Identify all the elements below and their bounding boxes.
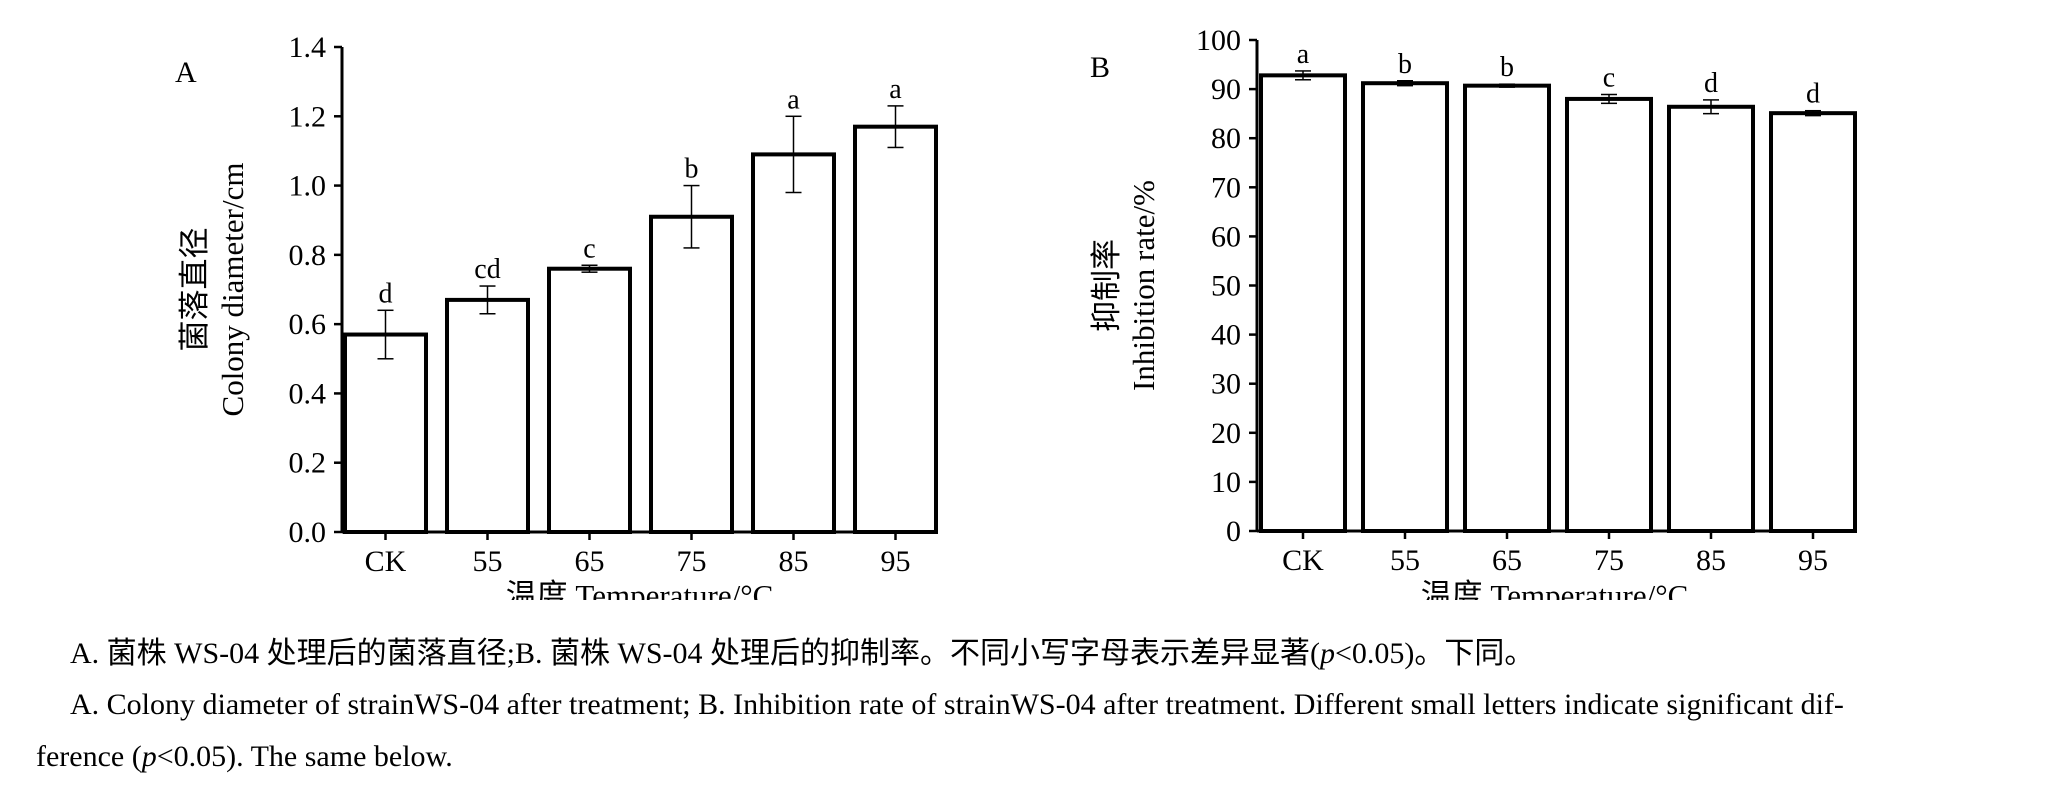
panel-a-bar-95 [853, 124, 938, 535]
panel-a-significance-letter: c [583, 233, 595, 264]
panel-a-y-tick-label: 0.0 [289, 516, 327, 549]
panel-b-y-tick-label: 10 [1211, 466, 1241, 499]
panel-b-bar-55 [1361, 81, 1449, 533]
panel-b-y-axis-label-en: Inhibition rate/% [1126, 180, 1161, 391]
panel-a-y-axis-label-cn: 菌落直径 [177, 228, 212, 352]
panel-b-x-tick-label: 55 [1390, 544, 1420, 577]
panel-b-x-tick-label: 75 [1594, 544, 1624, 577]
panel-b-bar-75 [1565, 96, 1653, 533]
panel-a-y-tick-label: 0.8 [289, 239, 327, 272]
panel-a-y-tick-label: 0.2 [289, 447, 327, 480]
caption-english-line-1: A. Colony diameter of strainWS-04 after … [0, 685, 2072, 725]
panel-a-significance-letter: a [889, 74, 902, 105]
panel-a-x-tick-label: CK [365, 545, 407, 578]
caption-english-text-2-post: <0.05). The same below. [156, 740, 453, 773]
panel-a-y-axis-label-en: Colony diameter/cm [215, 163, 250, 417]
panel-a-bar-65 [547, 266, 632, 534]
panel-b-label: B [1090, 51, 1110, 84]
panel-a-x-tick-label: 75 [677, 545, 707, 578]
panel-a-x-tick-label: 95 [881, 545, 911, 578]
caption-chinese-p-symbol: p [1319, 637, 1335, 670]
panel-b-significance-letter: c [1603, 63, 1615, 94]
panel-b-y-tick-label: 0 [1226, 515, 1241, 548]
panel-b-y-tick-label: 20 [1211, 417, 1241, 450]
panel-a-x-tick-label: 55 [473, 545, 503, 578]
panel-b-x-tick-label: 95 [1798, 544, 1828, 577]
panel-b-x-tick-label: 85 [1696, 544, 1726, 577]
panel-a-bar-ck [343, 332, 428, 534]
panel-b-y-tick-label: 90 [1211, 73, 1241, 106]
panel-b-x-tick-label: 65 [1492, 544, 1522, 577]
panel-a-x-tick-label: 85 [779, 545, 809, 578]
caption-english-text-1: A. Colony diameter of strainWS-04 after … [70, 688, 1844, 721]
panel-b-y-axis-label-cn: 抑制率 [1089, 239, 1124, 332]
panel-b-x-tick-label: CK [1282, 544, 1324, 577]
panel-a-y-tick-label: 0.6 [289, 308, 327, 341]
caption-english-text-2-pre: ference ( [36, 740, 142, 773]
panel-a-y-tick-label: 1.2 [289, 100, 327, 133]
panel-b-bar-65 [1463, 83, 1551, 534]
panel-a-y-tick-label: 0.4 [289, 377, 327, 410]
panel-a-y-tick-label: 1.4 [289, 31, 327, 64]
caption-english-line-2: ference (p<0.05). The same below. [0, 737, 2072, 777]
panel-b-significance-letter: b [1398, 49, 1412, 80]
caption-chinese: A. 菌株 WS-04 处理后的菌落直径;B. 菌株 WS-04 处理后的抑制率… [0, 634, 2072, 674]
panel-b-bar-85 [1667, 104, 1755, 533]
panel-a-x-axis-label: 温度 Temperature/°C [506, 578, 774, 600]
panel-a-bar-75 [649, 214, 734, 534]
panel-a-label: A [175, 56, 197, 89]
panel-a-significance-letter: a [787, 84, 800, 115]
caption-chinese-main: A. 菌株 WS-04 处理后的菌落直径;B. 菌株 WS-04 处理后的抑制率… [70, 637, 1320, 670]
panel-b-significance-letter: d [1806, 79, 1820, 110]
panel-b-y-tick-label: 60 [1211, 220, 1241, 253]
panel-b-y-tick-label: 50 [1211, 270, 1241, 303]
panel-a-y-tick-label: 1.0 [289, 170, 327, 203]
caption-chinese-tail: <0.05)。下同。 [1334, 637, 1535, 670]
panel-b-y-tick-label: 100 [1196, 24, 1241, 57]
panel-a-significance-letter: d [379, 278, 393, 309]
panel-a-bar-55 [445, 297, 530, 534]
panel-b-y-tick-label: 40 [1211, 319, 1241, 352]
panel-b-significance-letter: b [1500, 52, 1514, 83]
figure: 0.0 0.2 0.4 0.6 0.8 1.0 1.2 1.4 d CK cd 55 c 65 b 75 a 85… [175, 24, 1857, 600]
panel-a-significance-letter: cd [474, 254, 500, 285]
panel-a-x-tick-label: 65 [575, 545, 605, 578]
panel-b-y-tick-label: 70 [1211, 171, 1241, 204]
panel-b-bar-95 [1769, 111, 1857, 533]
panel-b-bar-ck [1259, 73, 1347, 534]
panel-a-bar-85 [751, 152, 836, 534]
panel-b-y-tick-label: 30 [1211, 368, 1241, 401]
caption-english-p-symbol: p [141, 740, 157, 773]
panel-b-significance-letter: d [1704, 68, 1718, 99]
panel-b-x-axis-label: 温度 Temperature/°C [1421, 578, 1689, 600]
panel-b-significance-letter: a [1297, 39, 1310, 70]
panel-a-significance-letter: b [685, 154, 699, 185]
panel-b-y-tick-label: 80 [1211, 122, 1241, 155]
chart-svg: 0.00.20.40.60.81.01.21.4dCKcd55c65b75a85… [175, 24, 1857, 600]
